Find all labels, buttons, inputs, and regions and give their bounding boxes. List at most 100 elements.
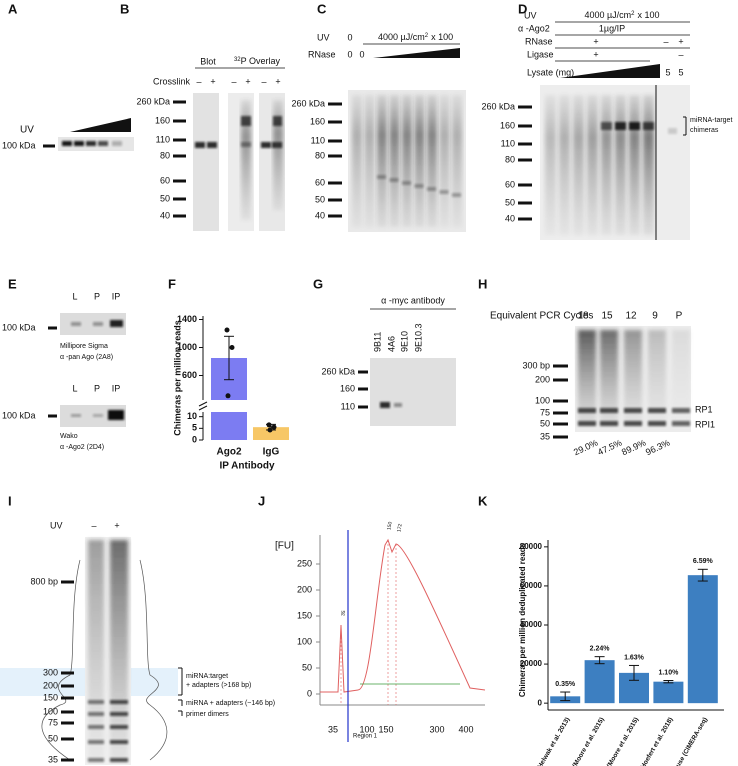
trace xyxy=(320,538,486,693)
label-part: x 100 xyxy=(431,32,453,42)
axis-break xyxy=(198,401,208,407)
label: 50 xyxy=(315,194,325,204)
y-tick-label: 5 xyxy=(192,423,197,433)
x-tick-label: Mouse (CIMERA-seq) xyxy=(670,716,709,766)
label-part: 4000 µJ/cm xyxy=(378,32,425,42)
label: 89.9% xyxy=(620,438,647,458)
label: 75 xyxy=(540,407,550,417)
panel-label: D xyxy=(518,1,527,16)
band xyxy=(643,122,654,130)
label: 80 xyxy=(505,154,515,164)
label: 60 xyxy=(160,175,170,185)
band xyxy=(110,320,123,327)
bar-annotation: 6.59% xyxy=(693,558,714,565)
smear xyxy=(559,95,570,235)
band xyxy=(71,414,81,417)
band xyxy=(273,116,282,126)
label: Region 1 xyxy=(353,734,378,740)
panel-label: E xyxy=(8,276,17,291)
band xyxy=(112,141,122,146)
label: P xyxy=(94,291,100,301)
label: α -Ago2 (2D4) xyxy=(60,444,104,451)
label: 1µg/IP xyxy=(599,23,625,33)
wedge xyxy=(560,64,660,78)
smear xyxy=(629,95,640,235)
label: 0 xyxy=(347,32,352,42)
label: 80 xyxy=(315,150,325,160)
smear xyxy=(601,95,612,235)
label: + xyxy=(210,76,215,86)
bar xyxy=(687,575,718,704)
label-part: P Overlay xyxy=(241,56,281,66)
label: 96.3% xyxy=(644,438,671,458)
label: 200 xyxy=(535,374,550,384)
label: 100 kDa xyxy=(2,410,36,420)
band xyxy=(88,758,104,762)
band xyxy=(110,758,128,762)
label: 172 xyxy=(396,523,403,532)
band xyxy=(624,408,642,413)
band xyxy=(110,725,128,729)
label: 40 xyxy=(505,213,515,223)
y-tick-label: 80000 xyxy=(520,542,543,551)
band xyxy=(74,141,84,146)
band xyxy=(88,725,104,729)
band xyxy=(98,141,108,146)
data-point xyxy=(266,422,272,428)
label-part: 32 xyxy=(234,57,241,63)
band xyxy=(601,122,612,130)
bar xyxy=(584,660,615,704)
label: + adapters (>168 bp) xyxy=(186,682,251,689)
bar-annotation: 2.24% xyxy=(590,645,611,652)
label: 9E10 xyxy=(399,331,409,352)
panel-label: C xyxy=(317,1,327,16)
label: 100 xyxy=(43,706,58,716)
bar xyxy=(653,681,684,704)
label: 60 xyxy=(315,177,325,187)
band xyxy=(578,421,596,426)
label: 110 xyxy=(156,134,170,144)
gel xyxy=(370,358,456,426)
band xyxy=(93,414,103,417)
label: 9 xyxy=(652,311,658,322)
label: 32P Overlay xyxy=(234,56,281,66)
label: 4000 µJ/cm2 x 100 xyxy=(584,10,659,20)
label: – xyxy=(91,520,96,530)
label: 800 bp xyxy=(30,576,58,586)
label: miRNA + adapters (~146 bp) xyxy=(186,700,275,707)
label: 250 xyxy=(297,558,312,568)
label: 80 xyxy=(160,150,170,160)
smear xyxy=(241,100,251,220)
band xyxy=(62,141,72,146)
panel-label: F xyxy=(168,276,176,291)
smear xyxy=(439,95,450,227)
label: 260 kDa xyxy=(136,96,170,106)
band xyxy=(615,122,626,130)
bar-annotation: 0.35% xyxy=(555,681,576,688)
smear xyxy=(452,95,462,227)
label: 300 bp xyxy=(522,360,550,370)
label: 100 xyxy=(359,724,374,734)
data-point xyxy=(267,427,273,433)
band xyxy=(672,408,690,413)
smear xyxy=(88,540,104,760)
label: 15 xyxy=(601,311,613,322)
band xyxy=(88,700,104,704)
label: IP xyxy=(112,291,121,301)
band xyxy=(380,402,390,408)
band xyxy=(402,181,411,185)
label: 300 xyxy=(429,724,444,734)
label: [FU] xyxy=(275,541,294,552)
label: RNase xyxy=(308,49,336,59)
label: – xyxy=(231,76,236,86)
band xyxy=(261,142,271,148)
smear xyxy=(389,95,400,227)
smear xyxy=(624,330,642,425)
label: UV xyxy=(317,32,330,42)
band xyxy=(439,190,449,194)
smear xyxy=(352,95,362,227)
label: Crosslink xyxy=(153,76,191,86)
label: 260 kDa xyxy=(321,366,355,376)
y-tick-label: 1000 xyxy=(177,342,197,352)
label: miRNA-target xyxy=(690,117,732,124)
